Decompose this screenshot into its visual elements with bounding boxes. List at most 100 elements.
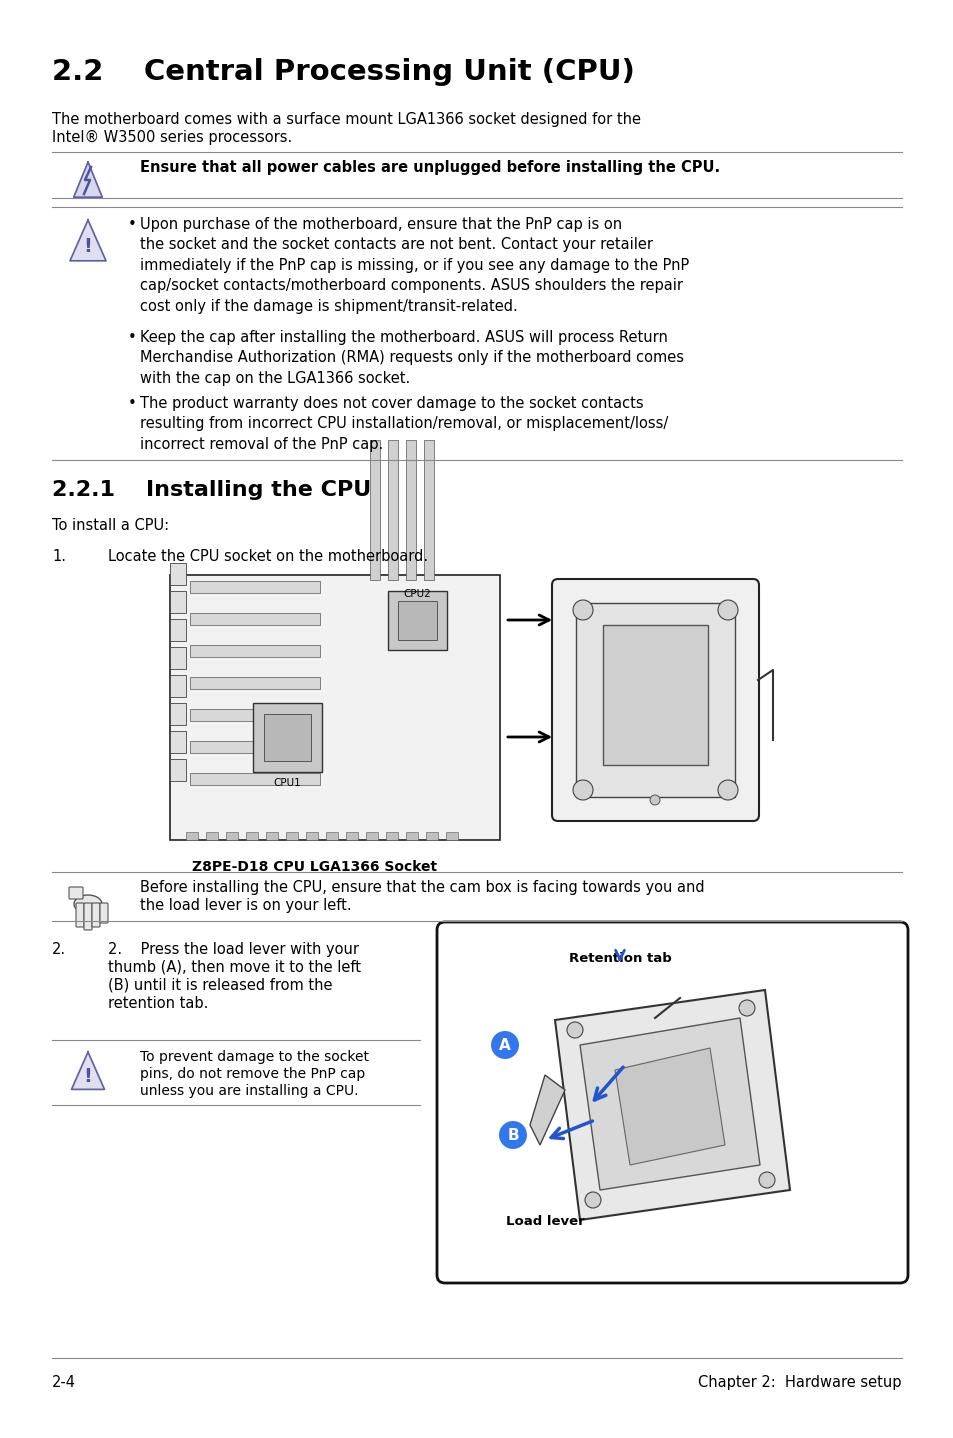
Text: To install a CPU:: To install a CPU:: [52, 518, 169, 533]
Text: !: !: [84, 237, 92, 256]
FancyBboxPatch shape: [69, 887, 83, 899]
Bar: [602, 626, 707, 765]
Text: 2-4: 2-4: [52, 1375, 76, 1391]
Bar: [397, 601, 436, 640]
FancyBboxPatch shape: [170, 575, 499, 840]
Bar: [264, 715, 311, 761]
Text: B: B: [507, 1127, 518, 1143]
Bar: [170, 618, 186, 641]
Text: Intel® W3500 series processors.: Intel® W3500 series processors.: [52, 129, 292, 145]
Text: !: !: [84, 1067, 92, 1086]
Text: thumb (A), then move it to the left: thumb (A), then move it to the left: [108, 961, 360, 975]
Text: Keep the cap after installing the motherboard. ASUS will process Return
Merchand: Keep the cap after installing the mother…: [140, 329, 683, 385]
Text: Load lever: Load lever: [505, 1215, 584, 1228]
Text: CPU1: CPU1: [273, 778, 300, 788]
Text: 2.2.1    Installing the CPU: 2.2.1 Installing the CPU: [52, 480, 371, 500]
Text: Retention tab: Retention tab: [568, 952, 671, 965]
Polygon shape: [530, 1076, 564, 1145]
FancyBboxPatch shape: [388, 591, 447, 650]
Circle shape: [573, 600, 593, 620]
Bar: [406, 833, 417, 840]
FancyBboxPatch shape: [253, 703, 322, 772]
Bar: [190, 709, 319, 720]
Text: •: •: [128, 395, 136, 411]
Text: (B) until it is released from the: (B) until it is released from the: [108, 978, 333, 994]
Bar: [576, 603, 734, 797]
Bar: [306, 833, 317, 840]
FancyBboxPatch shape: [436, 922, 907, 1283]
Bar: [186, 833, 198, 840]
Bar: [190, 741, 319, 754]
Bar: [190, 613, 319, 626]
Bar: [346, 833, 357, 840]
FancyBboxPatch shape: [100, 903, 108, 923]
Text: Upon purchase of the motherboard, ensure that the PnP cap is on
the socket and t: Upon purchase of the motherboard, ensure…: [140, 217, 688, 313]
Bar: [266, 833, 277, 840]
Bar: [366, 833, 377, 840]
Text: •: •: [128, 329, 136, 345]
Text: Chapter 2:  Hardware setup: Chapter 2: Hardware setup: [698, 1375, 901, 1391]
Text: 1.: 1.: [52, 549, 66, 564]
Bar: [206, 833, 218, 840]
Text: A: A: [498, 1037, 511, 1053]
Text: Z8PE-D18 CPU LGA1366 Socket: Z8PE-D18 CPU LGA1366 Socket: [193, 860, 437, 874]
Circle shape: [649, 795, 659, 805]
Text: The motherboard comes with a surface mount LGA1366 socket designed for the: The motherboard comes with a surface mou…: [52, 112, 640, 127]
Text: pins, do not remove the PnP cap: pins, do not remove the PnP cap: [140, 1067, 365, 1081]
Polygon shape: [73, 162, 102, 197]
Text: 2.    Press the load lever with your: 2. Press the load lever with your: [108, 942, 358, 958]
Bar: [446, 833, 457, 840]
Bar: [190, 581, 319, 592]
Text: The product warranty does not cover damage to the socket contacts
resulting from: The product warranty does not cover dama…: [140, 395, 667, 452]
Bar: [170, 703, 186, 725]
FancyBboxPatch shape: [552, 580, 759, 821]
Bar: [426, 833, 437, 840]
Bar: [370, 440, 379, 580]
Circle shape: [739, 999, 754, 1017]
Polygon shape: [579, 1018, 760, 1191]
Text: Ensure that all power cables are unplugged before installing the CPU.: Ensure that all power cables are unplugg…: [140, 160, 720, 175]
Polygon shape: [70, 220, 106, 260]
Bar: [190, 677, 319, 689]
Bar: [170, 647, 186, 669]
Text: the load lever is on your left.: the load lever is on your left.: [140, 897, 352, 913]
Ellipse shape: [74, 894, 102, 913]
Polygon shape: [555, 989, 789, 1219]
Bar: [388, 440, 397, 580]
Bar: [423, 440, 434, 580]
Bar: [226, 833, 237, 840]
Text: •: •: [128, 217, 136, 232]
Circle shape: [498, 1122, 526, 1149]
FancyBboxPatch shape: [84, 903, 91, 930]
Circle shape: [566, 1022, 582, 1038]
Polygon shape: [71, 1053, 105, 1090]
Text: Before installing the CPU, ensure that the cam box is facing towards you and: Before installing the CPU, ensure that t…: [140, 880, 704, 894]
Bar: [170, 674, 186, 697]
Text: 2.2    Central Processing Unit (CPU): 2.2 Central Processing Unit (CPU): [52, 58, 634, 86]
Text: retention tab.: retention tab.: [108, 997, 208, 1011]
Bar: [190, 646, 319, 657]
Bar: [386, 833, 397, 840]
Circle shape: [584, 1192, 600, 1208]
Polygon shape: [615, 1048, 724, 1165]
Bar: [170, 591, 186, 613]
Circle shape: [718, 600, 738, 620]
FancyBboxPatch shape: [91, 903, 100, 928]
Bar: [170, 759, 186, 781]
Text: unless you are installing a CPU.: unless you are installing a CPU.: [140, 1084, 358, 1099]
Circle shape: [718, 779, 738, 800]
Bar: [246, 833, 257, 840]
Bar: [170, 731, 186, 754]
Bar: [190, 774, 319, 785]
Circle shape: [759, 1172, 774, 1188]
Bar: [406, 440, 416, 580]
Bar: [286, 833, 297, 840]
Circle shape: [573, 779, 593, 800]
Text: Locate the CPU socket on the motherboard.: Locate the CPU socket on the motherboard…: [108, 549, 428, 564]
Text: CPU2: CPU2: [403, 590, 431, 600]
Text: To prevent damage to the socket: To prevent damage to the socket: [140, 1050, 369, 1064]
FancyBboxPatch shape: [76, 903, 84, 928]
Circle shape: [491, 1031, 518, 1058]
Bar: [170, 564, 186, 585]
Bar: [326, 833, 337, 840]
